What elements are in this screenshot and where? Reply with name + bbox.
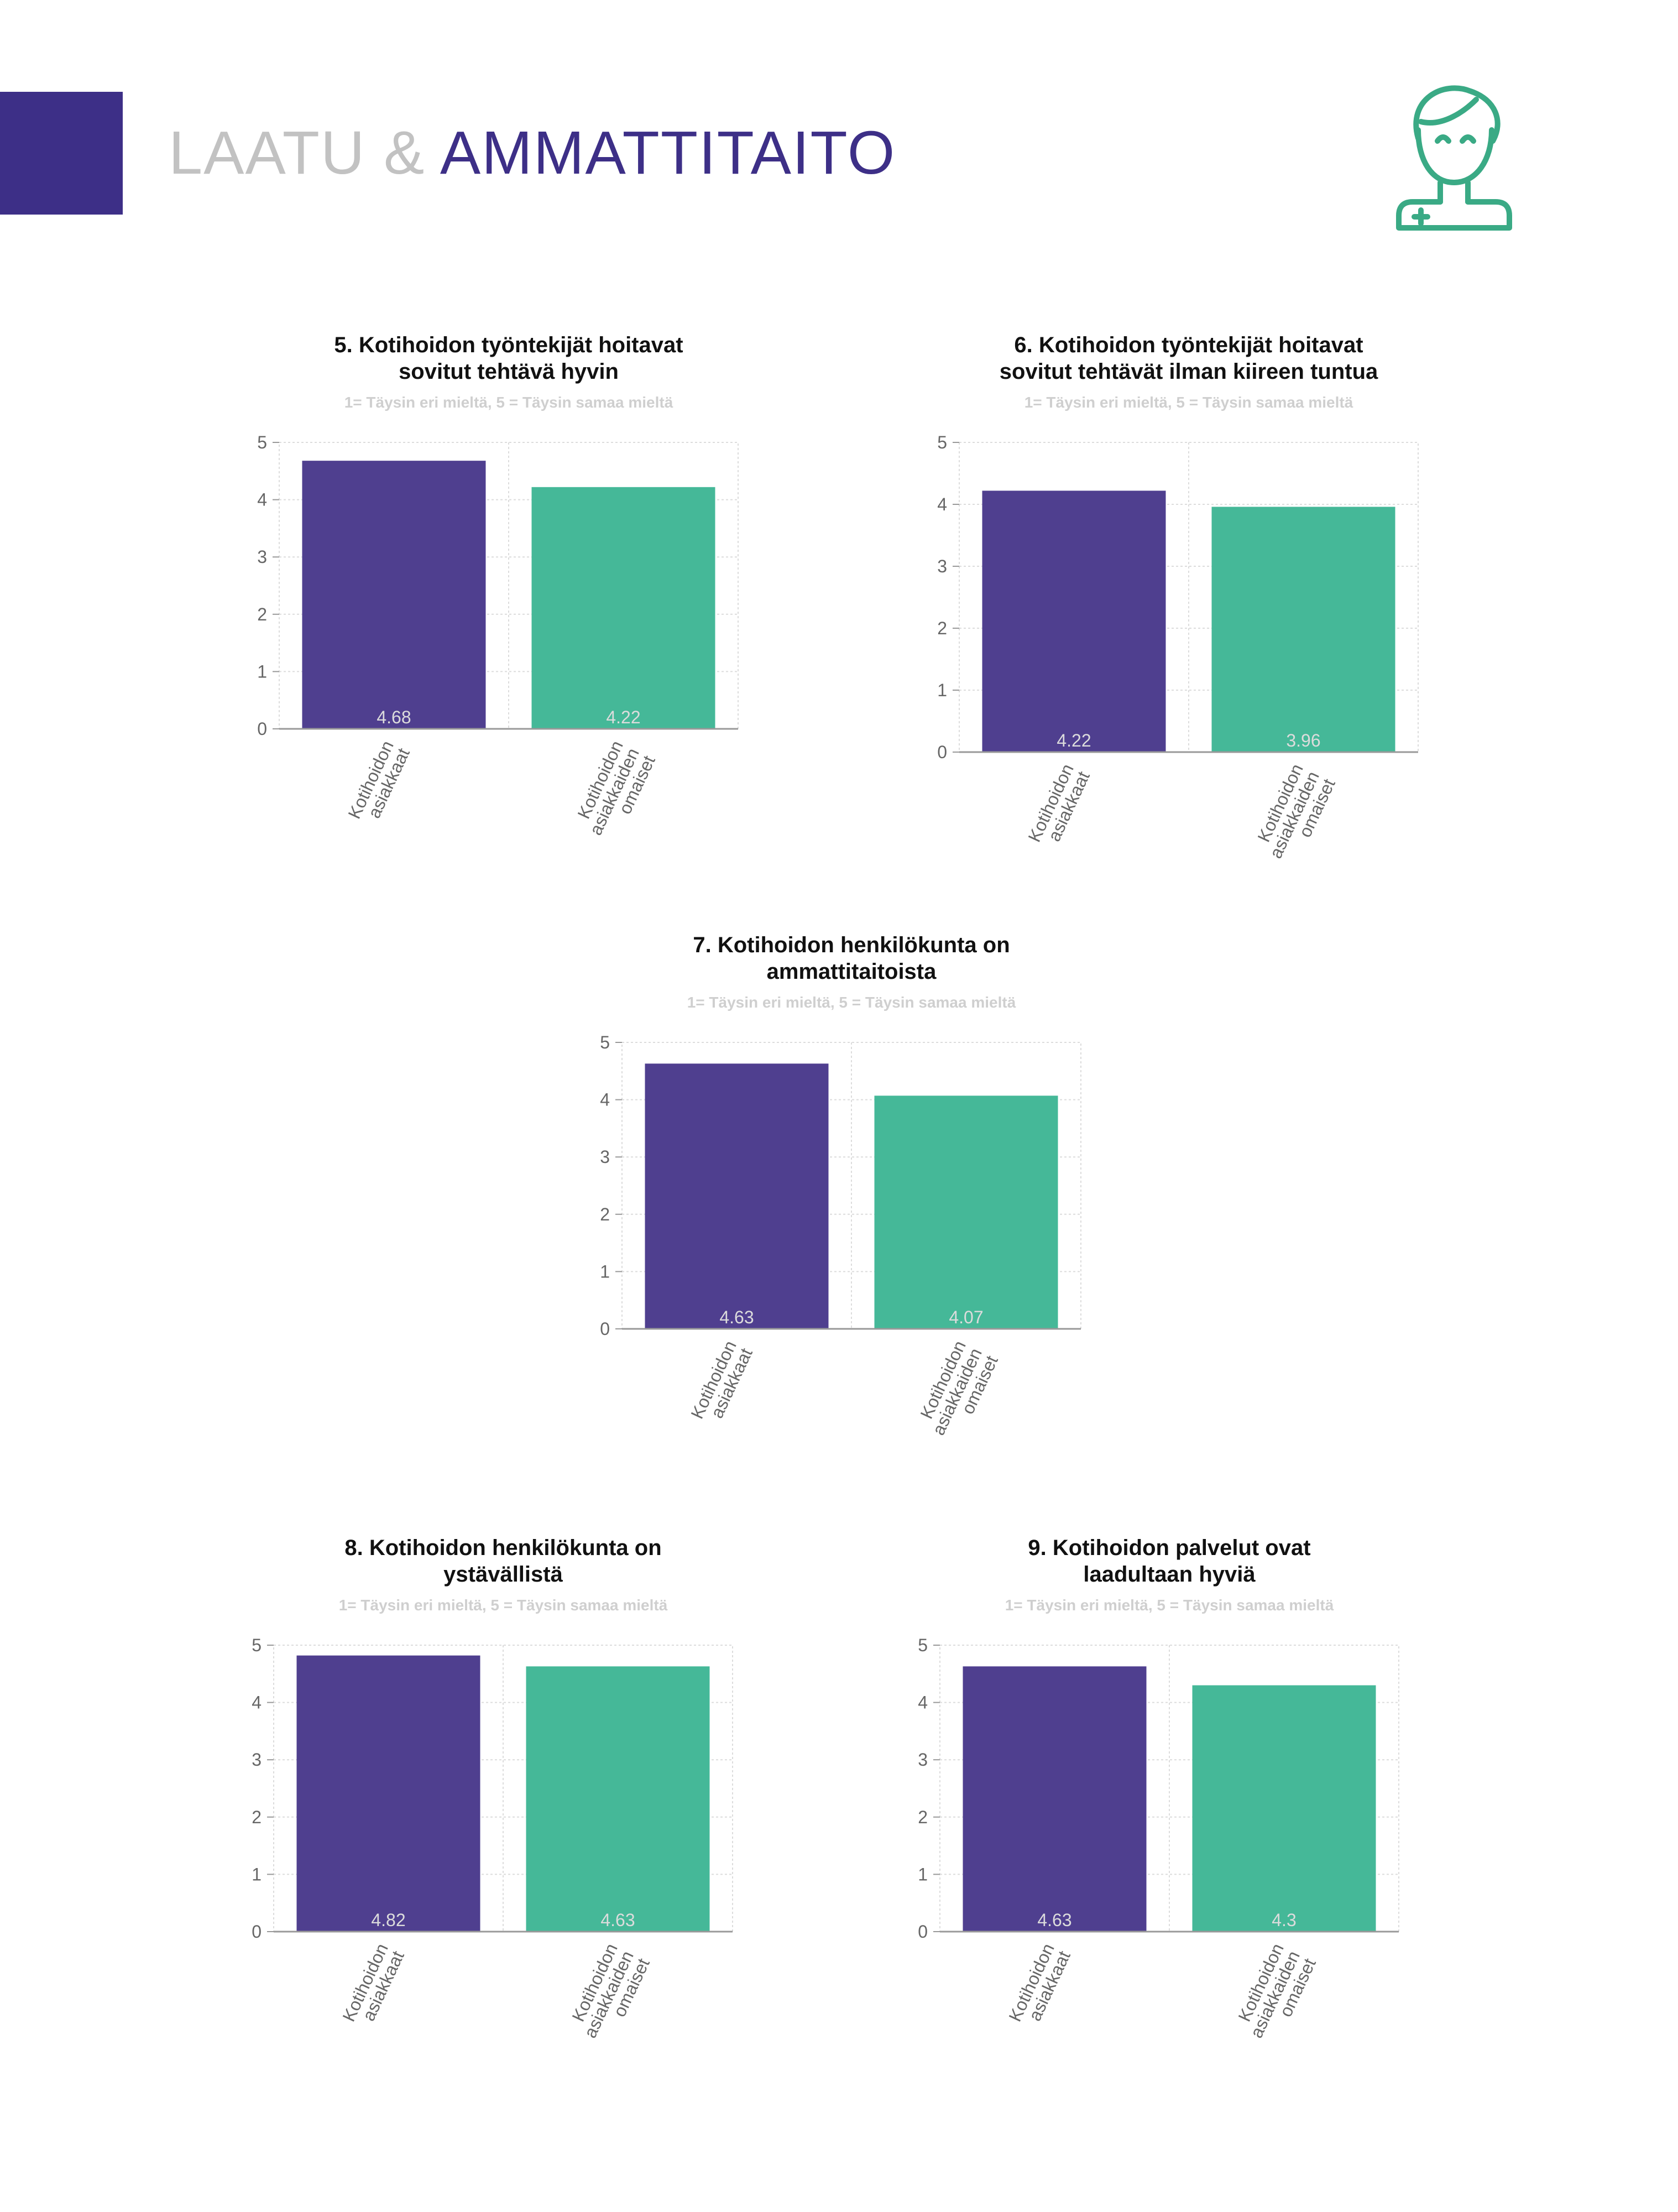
x-category-label: Kotihoidonasiakkaat — [687, 1338, 756, 1430]
chart-q7: 7. Kotihoidon henkilökunta on ammattitai… — [600, 932, 1100, 1485]
y-tick-label: 1 — [918, 1864, 928, 1884]
chart-subtitle: 1= Täysin eri mieltä, 5 = Täysin samaa m… — [344, 394, 673, 411]
x-category-label: Kotihoidonasiakkaat — [1005, 1940, 1074, 2032]
y-tick-label: 1 — [937, 680, 947, 700]
y-tick-label: 2 — [252, 1807, 262, 1827]
x-category-label: Kotihoidonasiakkaidenomaiset — [569, 738, 659, 846]
y-tick-label: 0 — [252, 1922, 262, 1942]
bar-value-label: 3.96 — [1286, 731, 1320, 750]
chart-plot: 0 1 2 3 4 5 4.22 Kotihoidonasiakkaat 3.96 Kotihoi… — [937, 432, 1419, 869]
chart-title-line-2: ammattitaitoista — [766, 959, 937, 984]
y-tick-label: 3 — [252, 1750, 262, 1770]
x-category-label: Kotihoidonasiakkaidenomaiset — [912, 1338, 1002, 1446]
bar-value-label: 4.63 — [600, 1910, 635, 1930]
bar — [874, 1095, 1058, 1329]
bar-value-label: 4.22 — [1057, 731, 1091, 750]
y-tick-label: 4 — [252, 1693, 262, 1713]
chart-plot: 0 1 2 3 4 5 4.82 Kotihoidonasiakkaat 4.63 Kotihoi… — [252, 1635, 733, 2049]
page-title-part2: AMMATTITAITO — [440, 119, 896, 187]
chart-q8: 8. Kotihoidon henkilökunta on ystävällis… — [252, 1535, 752, 2088]
chart-subtitle: 1= Täysin eri mieltä, 5 = Täysin samaa m… — [687, 994, 1016, 1011]
y-tick-label: 3 — [600, 1147, 610, 1167]
y-tick-label: 5 — [252, 1635, 262, 1655]
bar — [526, 1666, 710, 1932]
chart-title-line-1: 5. Kotihoidon työntekijät hoitavat — [334, 333, 683, 357]
y-tick-label: 5 — [600, 1032, 610, 1052]
chart-plot: 0 1 2 3 4 5 4.63 Kotihoidonasiakkaat 4.3 Kotihoid… — [918, 1635, 1399, 2049]
y-tick-label: 1 — [257, 661, 267, 681]
chart-title-line-1: 6. Kotihoidon työntekijät hoitavat — [1014, 333, 1363, 357]
chart-q5: 5. Kotihoidon työntekijät hoitavat sovit… — [257, 332, 757, 885]
x-category-label: Kotihoidonasiakkaidenomaiset — [1230, 1940, 1320, 2049]
chart-title-line-2: sovitut tehtävät ilman kiireen tuntua — [999, 359, 1378, 384]
x-category-label: Kotihoidonasiakkaat — [344, 738, 414, 830]
chart-q6: 6. Kotihoidon työntekijät hoitavat sovit… — [937, 332, 1437, 885]
x-category-label: Kotihoidonasiakkaat — [338, 1940, 408, 2032]
y-tick-label: 5 — [937, 432, 947, 452]
page-title: LAATU & AMMATTITAITO — [169, 117, 896, 189]
y-tick-label: 4 — [918, 1693, 928, 1713]
x-category-label: Kotihoidonasiakkaidenomaiset — [1250, 761, 1339, 869]
y-tick-label: 0 — [257, 719, 267, 739]
y-tick-label: 5 — [918, 1635, 928, 1655]
chart-title: 9. Kotihoidon palvelut ovat laadultaan h… — [921, 1535, 1418, 1588]
plot-frame — [959, 442, 1419, 753]
y-tick-label: 2 — [918, 1807, 928, 1827]
y-tick-label: 0 — [600, 1319, 610, 1339]
y-tick-label: 3 — [918, 1750, 928, 1770]
y-tick-label: 1 — [600, 1261, 610, 1281]
bar-value-label: 4.3 — [1272, 1910, 1296, 1930]
bar — [296, 1655, 480, 1932]
chart-title: 6. Kotihoidon työntekijät hoitavat sovit… — [940, 332, 1437, 385]
y-tick-label: 4 — [257, 490, 267, 510]
y-tick-label: 4 — [937, 494, 947, 514]
y-tick-label: 2 — [600, 1204, 610, 1224]
chart-subtitle: 1= Täysin eri mieltä, 5 = Täysin samaa m… — [338, 1597, 668, 1614]
y-tick-label: 0 — [937, 742, 947, 762]
bar — [982, 491, 1166, 752]
y-tick-label: 2 — [937, 618, 947, 638]
chart-title-line-1: 7. Kotihoidon henkilökunta on — [693, 933, 1010, 957]
chart-title-line-2: ystävällistä — [443, 1562, 563, 1587]
chart-title-line-1: 9. Kotihoidon palvelut ovat — [1028, 1536, 1311, 1560]
x-category-label: Kotihoidonasiakkaat — [1024, 761, 1094, 853]
bar — [1211, 507, 1395, 752]
chart-subtitle: 1= Täysin eri mieltä, 5 = Täysin samaa m… — [1024, 394, 1353, 411]
bar-value-label: 4.22 — [606, 707, 640, 727]
page-title-part1: LAATU & — [169, 119, 440, 187]
bar-value-label: 4.63 — [719, 1307, 754, 1327]
bar — [302, 461, 486, 729]
chart-title: 5. Kotihoidon työntekijät hoitavat sovit… — [260, 332, 757, 385]
chart-title-line-1: 8. Kotihoidon henkilökunta on — [344, 1536, 662, 1560]
y-tick-label: 2 — [257, 604, 267, 624]
header-accent-block — [0, 92, 123, 215]
chart-subtitle: 1= Täysin eri mieltä, 5 = Täysin samaa m… — [1005, 1597, 1334, 1614]
y-tick-label: 3 — [937, 556, 947, 576]
y-tick-label: 4 — [600, 1090, 610, 1110]
y-tick-label: 0 — [918, 1922, 928, 1942]
chart-title: 7. Kotihoidon henkilökunta on ammattitai… — [603, 932, 1100, 985]
bar-value-label: 4.82 — [371, 1910, 405, 1930]
chart-plot: 0 1 2 3 4 5 4.63 Kotihoidonasiakkaat 4.07 Kotihoi… — [600, 1032, 1081, 1446]
y-tick-label: 1 — [252, 1864, 262, 1884]
bar-value-label: 4.07 — [949, 1307, 983, 1327]
chart-title: 8. Kotihoidon henkilökunta on ystävällis… — [254, 1535, 752, 1588]
bar — [645, 1063, 829, 1329]
bar-value-label: 4.63 — [1037, 1910, 1071, 1930]
y-tick-label: 3 — [257, 547, 267, 567]
bar — [531, 487, 715, 729]
bar-value-label: 4.68 — [377, 707, 411, 727]
chart-plot: 0 1 2 3 4 5 4.68 Kotihoidonasiakkaat 4.22 Kotihoi… — [257, 432, 739, 846]
x-category-label: Kotihoidonasiakkaidenomaiset — [564, 1940, 654, 2049]
chart-title-line-2: laadultaan hyviä — [1083, 1562, 1256, 1587]
nurse-icon — [1396, 85, 1512, 231]
bar — [1192, 1685, 1376, 1932]
bar — [963, 1666, 1147, 1932]
chart-title-line-2: sovitut tehtävä hyvin — [399, 359, 619, 384]
y-tick-label: 5 — [257, 432, 267, 452]
chart-q9: 9. Kotihoidon palvelut ovat laadultaan h… — [918, 1535, 1418, 2088]
